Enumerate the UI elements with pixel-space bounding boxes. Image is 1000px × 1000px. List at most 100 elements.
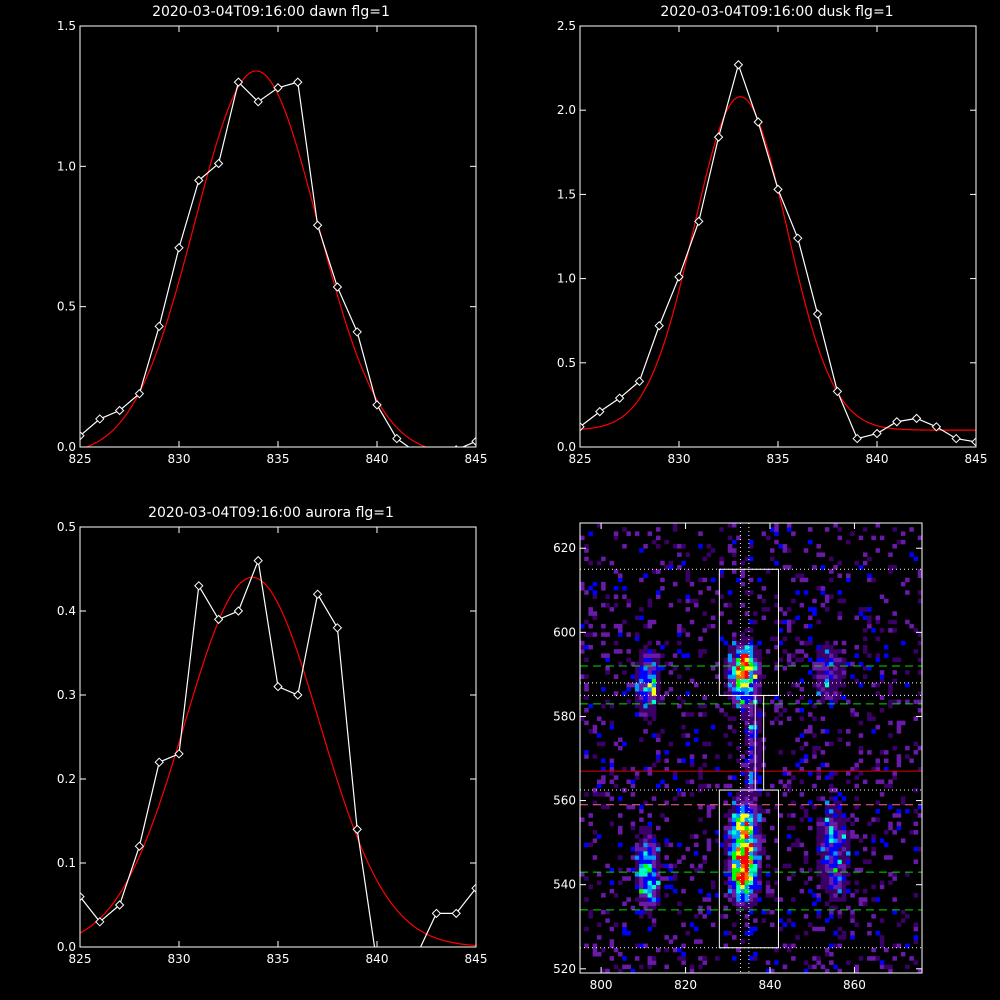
heatmap-cell (875, 800, 881, 806)
heatmap-cell (748, 926, 754, 932)
heatmap-cell (588, 560, 593, 566)
heatmap-cell (710, 884, 716, 890)
heatmap-cell (879, 695, 885, 700)
heatmap-cell (736, 665, 741, 671)
heatmap-cell (871, 838, 876, 843)
heatmap-cell (905, 808, 910, 814)
heatmap-cell (732, 640, 737, 646)
heatmap-cell (727, 649, 733, 654)
data-point-marker (95, 414, 105, 424)
heatmap-cell (753, 665, 758, 671)
heatmap-cell (837, 598, 843, 604)
heatmap-cell (786, 716, 792, 721)
heatmap-cell (643, 657, 648, 663)
heatmap-cell (786, 787, 792, 793)
heatmap-cell (829, 796, 834, 801)
heatmap-cell (618, 830, 623, 835)
heatmap-cell (651, 897, 657, 902)
heatmap-cell (761, 834, 767, 839)
heatmap-cell (829, 817, 834, 822)
heatmap-cell (871, 956, 876, 961)
heatmap-cell (841, 649, 847, 654)
heatmap-cell (710, 623, 716, 629)
heatmap-cell (862, 888, 868, 894)
heatmap-cell (727, 783, 733, 789)
heatmap-cell (833, 830, 838, 835)
heatmap-cell (744, 830, 750, 835)
heatmap-cell (647, 720, 653, 726)
heatmap-cell (820, 855, 826, 860)
heatmap-cell (639, 678, 644, 684)
heatmap-cell (647, 619, 653, 625)
heatmap-cell (867, 615, 872, 621)
heatmap-cell (858, 682, 864, 688)
heatmap-cell (685, 577, 691, 583)
heatmap-cell (584, 556, 589, 562)
heatmap-cell (744, 674, 750, 679)
heatmap-cell (841, 897, 847, 902)
heatmap-cell (757, 653, 762, 658)
heatmap-cell (770, 893, 775, 898)
heatmap-cell (837, 682, 843, 688)
heatmap-cell (896, 729, 902, 734)
heatmap-cell (698, 544, 703, 549)
heatmap-cell (672, 771, 678, 776)
heatmap-cell (618, 632, 623, 637)
heatmap-cell (702, 611, 707, 616)
heatmap-cell (732, 636, 737, 642)
heatmap-cell (833, 872, 838, 877)
heatmap-cell (795, 615, 800, 621)
heatmap-cell (753, 674, 758, 679)
heatmap-cell (677, 956, 682, 961)
heatmap-cell (850, 909, 855, 915)
heatmap-cell (837, 661, 843, 667)
heatmap-cell (812, 682, 817, 688)
heatmap-cell (685, 733, 691, 738)
heatmap-cell (643, 674, 648, 679)
heatmap-cell (630, 821, 636, 827)
heatmap-cell (736, 909, 741, 915)
heatmap-cell (609, 796, 615, 801)
heatmap-cell (656, 872, 661, 877)
heatmap-cell (829, 808, 834, 814)
heatmap-cell (630, 661, 636, 667)
heatmap-cell (753, 653, 758, 658)
heatmap-cell (917, 745, 922, 751)
heatmap-cell (862, 552, 868, 557)
heatmap-cell (753, 830, 758, 835)
heatmap-cell (592, 590, 598, 595)
heatmap-cell (702, 855, 707, 860)
heatmap-cell (867, 577, 872, 583)
heatmap-cell (786, 947, 792, 953)
heatmap-cell (913, 649, 919, 654)
heatmap-cell (639, 804, 644, 810)
heatmap-cell (643, 712, 648, 717)
heatmap-cell (820, 649, 826, 654)
heatmap-cell (778, 750, 783, 755)
heatmap-cell (643, 851, 648, 856)
heatmap-cell (854, 880, 859, 885)
heatmap-cell (753, 876, 758, 881)
heatmap-cell (639, 867, 644, 873)
heatmap-cell (740, 905, 745, 911)
heatmap-cell (753, 825, 758, 831)
heatmap-cell (740, 876, 745, 881)
heatmap-cell (791, 813, 796, 818)
heatmap-cell (748, 851, 754, 856)
heatmap-cell (656, 897, 661, 902)
heatmap-cell (723, 943, 729, 949)
heatmap-cell (727, 842, 733, 848)
heatmap-cell (799, 695, 805, 700)
heatmap-cell (639, 855, 644, 860)
heatmap-cell (748, 691, 754, 696)
heatmap-cell (668, 884, 674, 890)
data-point-marker (154, 757, 164, 767)
heatmap-cell (867, 665, 872, 671)
heatmap-cell (875, 808, 881, 814)
heatmap-cell (913, 556, 919, 562)
heatmap-cell (748, 846, 754, 852)
heatmap-cell (719, 594, 724, 600)
heatmap-cell (799, 779, 805, 785)
heatmap-cell (643, 800, 648, 806)
heatmap-cell (672, 876, 678, 881)
